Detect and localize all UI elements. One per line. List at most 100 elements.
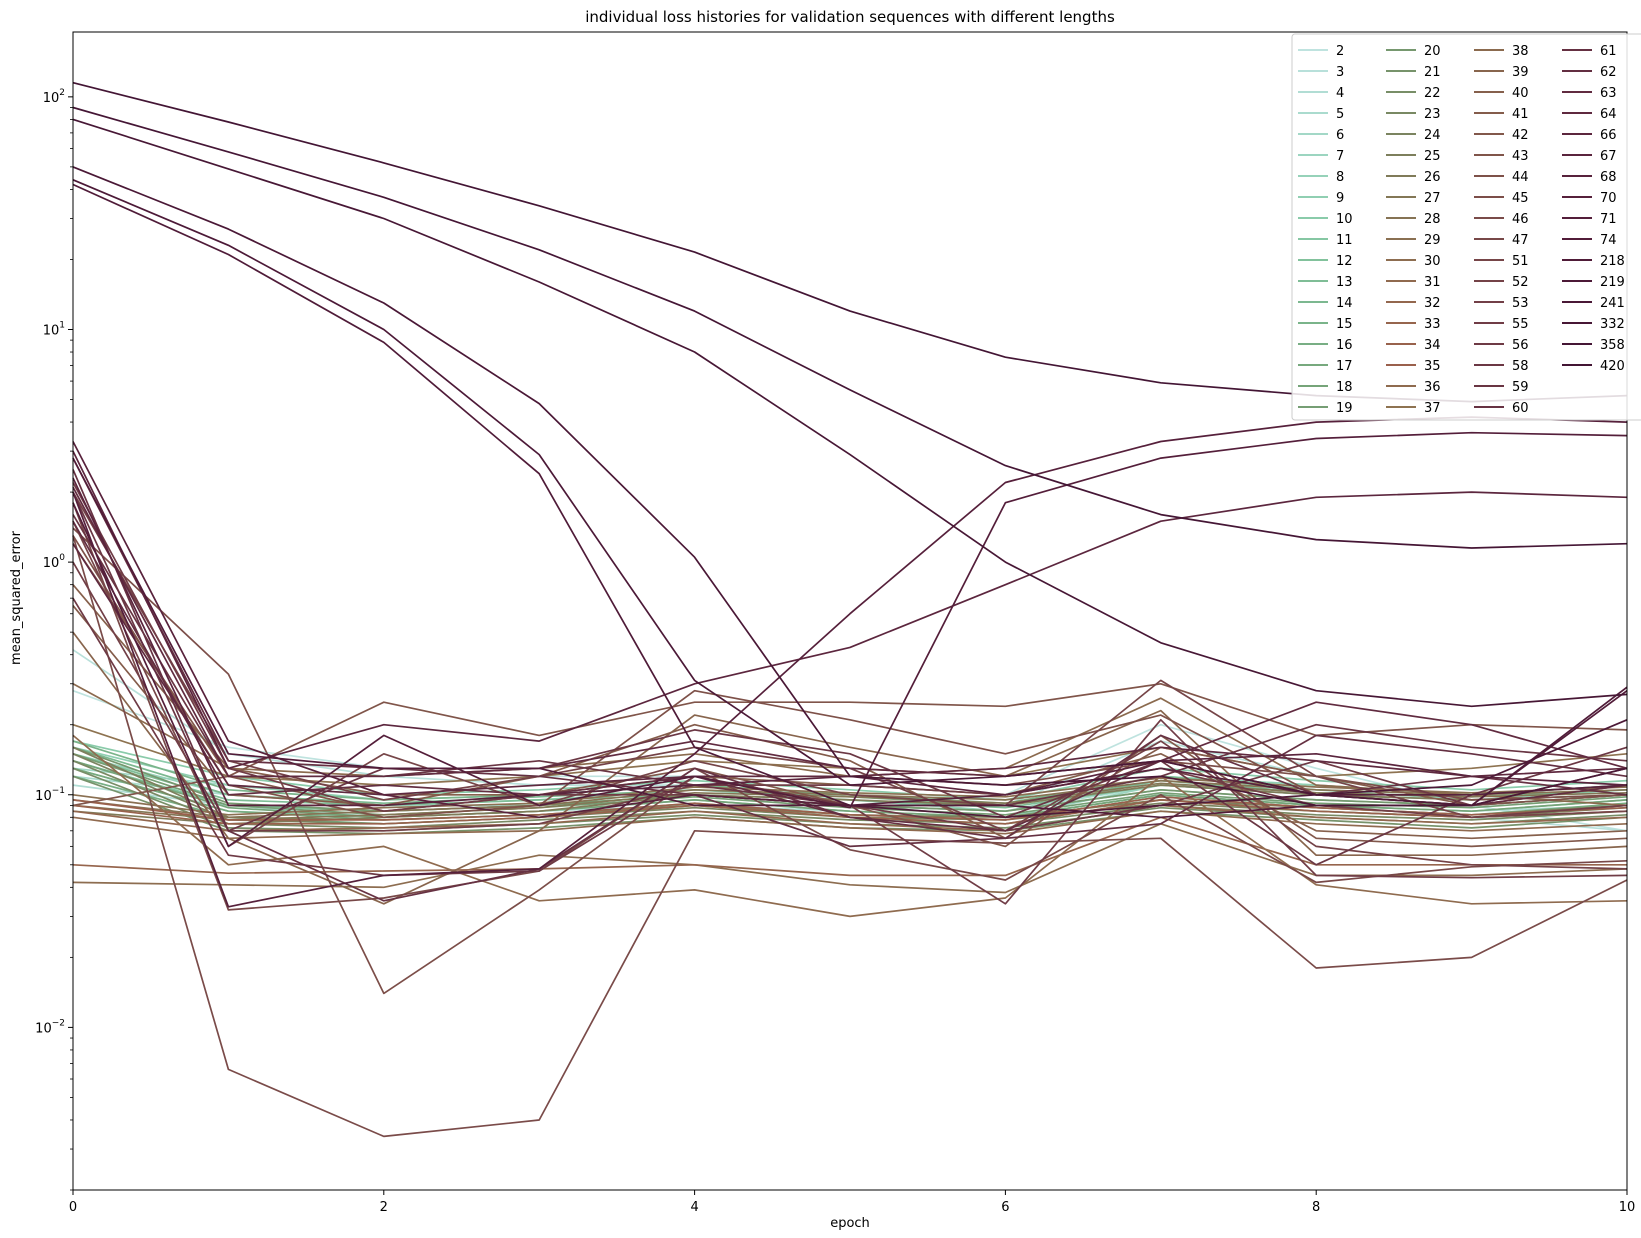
series-line-18 [72,759,1628,819]
legend-label: 61 [1600,44,1617,59]
legend-label: 34 [1424,338,1441,353]
legend-label: 15 [1336,317,1353,332]
legend-label: 24 [1424,128,1441,143]
series-line-61 [72,457,1628,848]
legend-label: 31 [1424,275,1441,290]
series-line-358 [72,106,1628,549]
series-line-51 [72,520,1628,848]
legend-label: 12 [1336,254,1353,269]
legend-label: 37 [1424,401,1441,416]
series-line-71 [72,431,1628,848]
series-line-63 [72,486,1628,778]
legend-label: 20 [1424,44,1441,59]
x-tick-label: 0 [69,1200,77,1215]
legend-label: 16 [1336,338,1353,353]
legend-label: 5 [1336,107,1344,122]
y-axis-label: mean_squared_error [9,530,24,665]
chart-title: individual loss histories for validation… [585,8,1115,26]
legend-label: 53 [1512,296,1529,311]
legend-label: 45 [1512,191,1529,206]
series-line-3 [72,649,1628,832]
series-line-241 [72,166,1628,807]
series-line-36 [72,734,1628,918]
x-tick-label: 8 [1312,1200,1320,1215]
legend-label: 66 [1600,128,1617,143]
series-line-33 [72,816,1627,877]
legend-label: 10 [1336,212,1353,227]
legend: 2345678910111213141516171819202122232425… [1291,33,1641,421]
series-line-74 [72,457,1628,819]
legend-label: 6 [1336,128,1344,143]
y-tick-label: 10−2 [35,1018,65,1036]
legend-label: 64 [1600,107,1617,122]
series-line-67 [72,477,1628,807]
x-axis-label: epoch [830,1216,870,1231]
legend-label: 18 [1336,380,1353,395]
legend-label: 14 [1336,296,1353,311]
legend-label: 30 [1424,254,1441,269]
series-line-46 [72,535,1628,1138]
series-line-47 [72,502,1628,911]
legend-label: 46 [1512,212,1529,227]
legend-label: 68 [1600,170,1617,185]
legend-label: 19 [1336,401,1353,416]
series-line-31 [72,810,1628,840]
legend-label: 420 [1600,359,1625,374]
legend-label: 8 [1336,170,1344,185]
legend-label: 32 [1424,296,1441,311]
y-tick-label: 10−1 [35,786,65,804]
legend-label: 2 [1336,44,1344,59]
legend-label: 38 [1512,44,1529,59]
series-group [72,81,1628,1138]
legend-label: 219 [1600,275,1625,290]
legend-label: 59 [1512,380,1529,395]
y-tick-label: 101 [43,320,65,338]
plot-frame [72,31,1628,1191]
legend-label: 22 [1424,86,1441,101]
legend-label: 55 [1512,317,1529,332]
series-line-41 [72,605,1628,840]
x-tick-label: 2 [380,1200,388,1215]
legend-label: 25 [1424,149,1441,164]
y-tick-label: 100 [43,553,66,571]
legend-label: 52 [1512,275,1529,290]
series-line-332 [72,118,1628,708]
series-line-218 [72,183,1628,819]
y-tick-label: 102 [43,88,65,106]
legend-label: 26 [1424,170,1441,185]
legend-label: 36 [1424,380,1441,395]
legend-label: 23 [1424,107,1441,122]
legend-label: 3 [1336,65,1344,80]
legend-label: 60 [1512,401,1529,416]
legend-label: 27 [1424,191,1441,206]
series-line-66 [72,450,1628,770]
legend-label: 11 [1336,233,1353,248]
legend-label: 74 [1600,233,1617,248]
legend-label: 332 [1600,317,1625,332]
legend-label: 33 [1424,317,1441,332]
legend-label: 67 [1600,149,1617,164]
legend-label: 241 [1600,296,1625,311]
legend-label: 44 [1512,170,1529,185]
series-line-55 [72,482,1628,905]
legend-label: 29 [1424,233,1441,248]
x-tick-label: 4 [690,1200,698,1215]
legend-label: 51 [1512,254,1529,269]
legend-label: 39 [1512,65,1529,80]
legend-label: 17 [1336,359,1353,374]
legend-label: 4 [1336,86,1344,101]
legend-label: 71 [1600,212,1617,227]
legend-label: 62 [1600,65,1617,80]
legend-label: 40 [1512,86,1529,101]
legend-label: 42 [1512,128,1529,143]
legend-box [1291,33,1641,421]
legend-label: 7 [1336,149,1344,164]
series-line-39 [72,631,1628,905]
series-line-32 [72,804,1628,832]
legend-label: 41 [1512,107,1529,122]
series-line-219 [72,179,1628,796]
x-tick-label: 10 [1619,1200,1636,1215]
legend-label: 35 [1424,359,1441,374]
